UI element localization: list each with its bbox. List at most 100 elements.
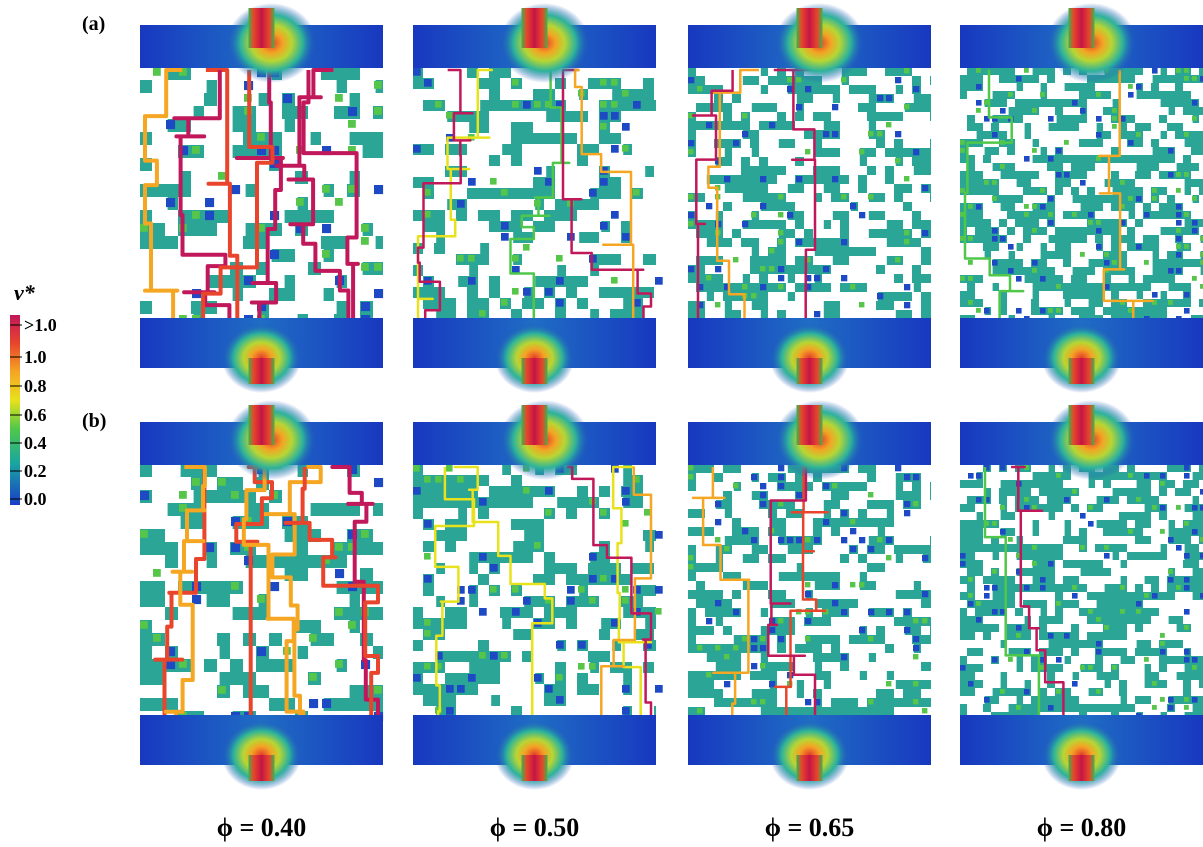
flow-cell (1000, 505, 1005, 510)
flow-cell (1072, 585, 1077, 590)
pore-solid (334, 490, 347, 503)
pore-solid (1135, 656, 1153, 664)
flow-cell (523, 487, 530, 494)
pore-solid (500, 530, 525, 541)
pore-solid (1175, 592, 1193, 600)
row-label: (b) (82, 410, 106, 432)
flow-cell (374, 263, 382, 271)
pore-solid (723, 482, 732, 491)
flow-cell (205, 198, 215, 208)
flow-cell (904, 68, 910, 74)
panel (139, 3, 402, 393)
pore-solid (959, 696, 967, 704)
pore-solid (741, 599, 750, 608)
pore-solid (178, 93, 191, 106)
pore-solid (858, 590, 878, 599)
pore-solid (768, 644, 777, 653)
pore-solid (654, 287, 679, 298)
pore-solid (1199, 227, 1203, 235)
flow-cell (904, 284, 911, 291)
flow-cell (904, 176, 910, 182)
inlet-pipe (796, 8, 823, 48)
pore-solid (1175, 680, 1183, 688)
pore-solid (1135, 107, 1153, 115)
flow-cell (778, 194, 784, 200)
pore-solid (705, 247, 725, 256)
flow-cell (778, 537, 785, 544)
flow-cell (1128, 473, 1133, 478)
flow-cell (1088, 609, 1093, 614)
flow-cell (1184, 76, 1189, 81)
flow-cell (976, 68, 981, 73)
pore-solid (732, 500, 752, 509)
pore-solid (511, 651, 522, 662)
flow-cell (960, 148, 965, 153)
pore-solid (858, 473, 867, 482)
flow-cell (446, 685, 454, 693)
flow-cell (309, 699, 319, 709)
pore-solid (178, 646, 191, 659)
flow-cell (992, 228, 998, 234)
pore-solid (999, 536, 1017, 544)
pore-solid (1071, 688, 1089, 696)
pore-solid (1095, 147, 1103, 155)
pore-solid (999, 227, 1007, 235)
flow-cell (751, 645, 758, 652)
pore-solid (295, 581, 308, 594)
flow-cell (841, 239, 848, 246)
flow-path (205, 68, 240, 318)
pore-solid (1015, 187, 1023, 195)
pore-solid (885, 211, 905, 220)
pore-solid (1191, 155, 1203, 163)
pore-solid (191, 698, 220, 711)
pore-solid (696, 653, 705, 662)
flow-cell (814, 537, 821, 544)
flow-cell (1096, 228, 1102, 234)
flow-cell (655, 277, 663, 285)
pore-solid (621, 155, 632, 166)
pore-solid (1047, 259, 1055, 267)
pore-solid (1111, 656, 1119, 664)
pore-solid (191, 542, 204, 555)
pore-solid (577, 607, 602, 618)
flow-cell (1104, 260, 1110, 266)
flow-cell (479, 608, 487, 616)
pore-solid (423, 254, 448, 265)
pore-solid (1183, 203, 1201, 211)
pore-solid (1007, 680, 1025, 688)
pore-solid (1023, 672, 1041, 680)
pore-solid (759, 473, 768, 482)
flow-cell (1016, 705, 1021, 710)
pore-solid (1103, 243, 1111, 251)
pore-solid (1175, 600, 1183, 608)
pore-solid (165, 106, 194, 119)
pore-solid (1175, 147, 1183, 155)
pore-solid (1023, 91, 1041, 99)
pore-solid (1175, 688, 1183, 696)
pore-solid (999, 568, 1017, 576)
flow-cell (361, 302, 371, 312)
flow-cell (1176, 188, 1181, 193)
pore-solid (256, 698, 269, 711)
flow-cell (742, 636, 748, 642)
pore-solid (894, 707, 914, 716)
pore-solid (1071, 520, 1079, 528)
pore-solid (577, 78, 588, 89)
pore-solid (373, 301, 386, 314)
flow-cell (600, 575, 607, 582)
flow-cell (1192, 116, 1197, 121)
flow-cell (1008, 92, 1013, 97)
flow-cell (589, 553, 597, 561)
pore-solid (500, 210, 511, 221)
pore-solid (632, 519, 657, 530)
pore-solid (1199, 203, 1203, 211)
pore-solid (795, 518, 804, 527)
pore-solid (1199, 83, 1203, 91)
flow-cell (600, 509, 607, 516)
outlet-pipe (1068, 755, 1095, 781)
pore-solid (632, 640, 643, 651)
flow-cell (205, 543, 215, 553)
porosity-label: ϕ = 0.50 (490, 813, 580, 842)
pore-solid (511, 563, 536, 574)
flow-cell (1016, 633, 1021, 638)
